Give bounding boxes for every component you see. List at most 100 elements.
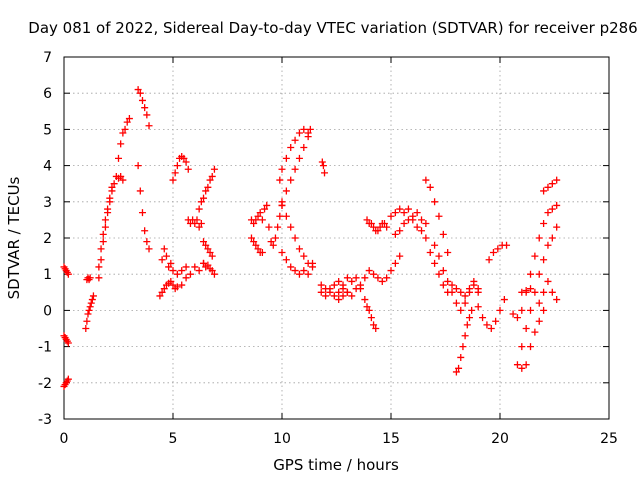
data-point bbox=[343, 288, 351, 296]
data-point bbox=[208, 252, 216, 260]
data-point bbox=[282, 212, 290, 220]
data-point bbox=[356, 285, 364, 293]
data-point bbox=[422, 234, 430, 242]
series-t40 bbox=[509, 201, 561, 322]
x-tick-label: 0 bbox=[60, 431, 69, 447]
data-point bbox=[522, 361, 530, 369]
data-point bbox=[370, 270, 378, 278]
data-point bbox=[300, 252, 308, 260]
data-point bbox=[461, 299, 469, 307]
data-point bbox=[261, 205, 269, 213]
y-tick-label: 4 bbox=[43, 159, 52, 175]
data-point bbox=[527, 343, 535, 351]
data-point bbox=[348, 277, 356, 285]
data-point bbox=[141, 104, 149, 112]
series-t4 bbox=[83, 274, 94, 284]
data-point bbox=[461, 292, 469, 300]
data-point bbox=[252, 241, 260, 249]
data-point bbox=[487, 325, 495, 332]
data-point bbox=[365, 306, 373, 314]
data-point bbox=[522, 286, 530, 294]
data-point bbox=[431, 198, 439, 206]
data-point bbox=[276, 212, 284, 220]
series-t25 bbox=[318, 158, 329, 177]
data-point bbox=[553, 201, 561, 209]
series-t21 bbox=[276, 125, 312, 184]
series-t24 bbox=[278, 248, 317, 278]
data-point bbox=[418, 216, 426, 224]
data-point bbox=[110, 180, 118, 188]
data-point bbox=[95, 263, 103, 271]
data-point bbox=[178, 267, 186, 275]
data-point bbox=[282, 256, 290, 264]
data-point bbox=[439, 281, 447, 289]
data-point bbox=[461, 332, 469, 340]
data-point bbox=[64, 375, 72, 383]
data-point bbox=[470, 277, 478, 285]
data-point bbox=[367, 220, 375, 228]
data-point bbox=[418, 227, 426, 235]
data-point bbox=[276, 176, 284, 184]
data-point bbox=[282, 154, 290, 162]
data-point bbox=[258, 248, 266, 256]
data-point bbox=[121, 125, 129, 133]
data-point bbox=[169, 176, 177, 184]
x-axis-label: GPS time / hours bbox=[273, 456, 399, 474]
series-t2 bbox=[60, 375, 72, 390]
data-point bbox=[435, 270, 443, 278]
data-point bbox=[97, 245, 105, 253]
chart-title: Day 081 of 2022, Sidereal Day-to-day VTE… bbox=[28, 19, 637, 37]
data-point bbox=[531, 328, 539, 336]
axis-ticks: 0 5 10 15 20 25 -3 -2 -1 0 1 2 3 4 5 6 7 bbox=[38, 50, 618, 447]
data-point bbox=[474, 288, 482, 296]
x-tick-label: 20 bbox=[491, 431, 509, 447]
y-tick-label: -1 bbox=[38, 340, 52, 356]
series-t32 bbox=[387, 205, 430, 228]
data-point bbox=[250, 238, 258, 246]
data-point bbox=[378, 277, 386, 285]
data-point bbox=[452, 299, 460, 307]
data-point bbox=[479, 314, 487, 322]
data-point bbox=[463, 321, 471, 329]
series-t30 bbox=[361, 296, 380, 332]
data-point bbox=[269, 241, 277, 249]
series-t12 bbox=[158, 245, 190, 278]
data-point bbox=[527, 285, 535, 293]
series-t14 bbox=[184, 216, 205, 231]
data-point bbox=[535, 317, 543, 325]
series-t38 bbox=[474, 296, 508, 332]
y-tick-label: -2 bbox=[38, 376, 52, 392]
data-point bbox=[365, 267, 373, 275]
data-point bbox=[165, 263, 173, 271]
data-point bbox=[483, 321, 491, 329]
data-point bbox=[282, 187, 290, 195]
data-point bbox=[278, 165, 286, 173]
data-point bbox=[540, 306, 548, 314]
data-point bbox=[527, 306, 535, 314]
data-point bbox=[87, 299, 95, 307]
series-t10 bbox=[134, 162, 153, 253]
data-point bbox=[123, 118, 131, 126]
data-point bbox=[535, 270, 543, 278]
data-point bbox=[64, 270, 72, 278]
data-point bbox=[459, 343, 467, 351]
data-point bbox=[322, 292, 330, 300]
data-point bbox=[195, 205, 203, 213]
data-point bbox=[352, 274, 360, 282]
data-point bbox=[343, 274, 351, 282]
data-point bbox=[391, 259, 399, 267]
data-point bbox=[527, 270, 535, 278]
series-t22 bbox=[278, 125, 314, 206]
series-t35 bbox=[431, 241, 482, 314]
data-point bbox=[295, 245, 303, 253]
series-t1 bbox=[60, 332, 72, 347]
series-t31 bbox=[363, 216, 391, 235]
y-tick-label: 7 bbox=[43, 50, 52, 66]
data-point bbox=[274, 223, 282, 231]
data-point bbox=[106, 194, 114, 202]
data-point bbox=[300, 125, 308, 133]
data-point bbox=[404, 205, 412, 213]
y-tick-label: 6 bbox=[43, 86, 52, 102]
data-point bbox=[160, 245, 168, 253]
series-t45 bbox=[518, 285, 535, 296]
